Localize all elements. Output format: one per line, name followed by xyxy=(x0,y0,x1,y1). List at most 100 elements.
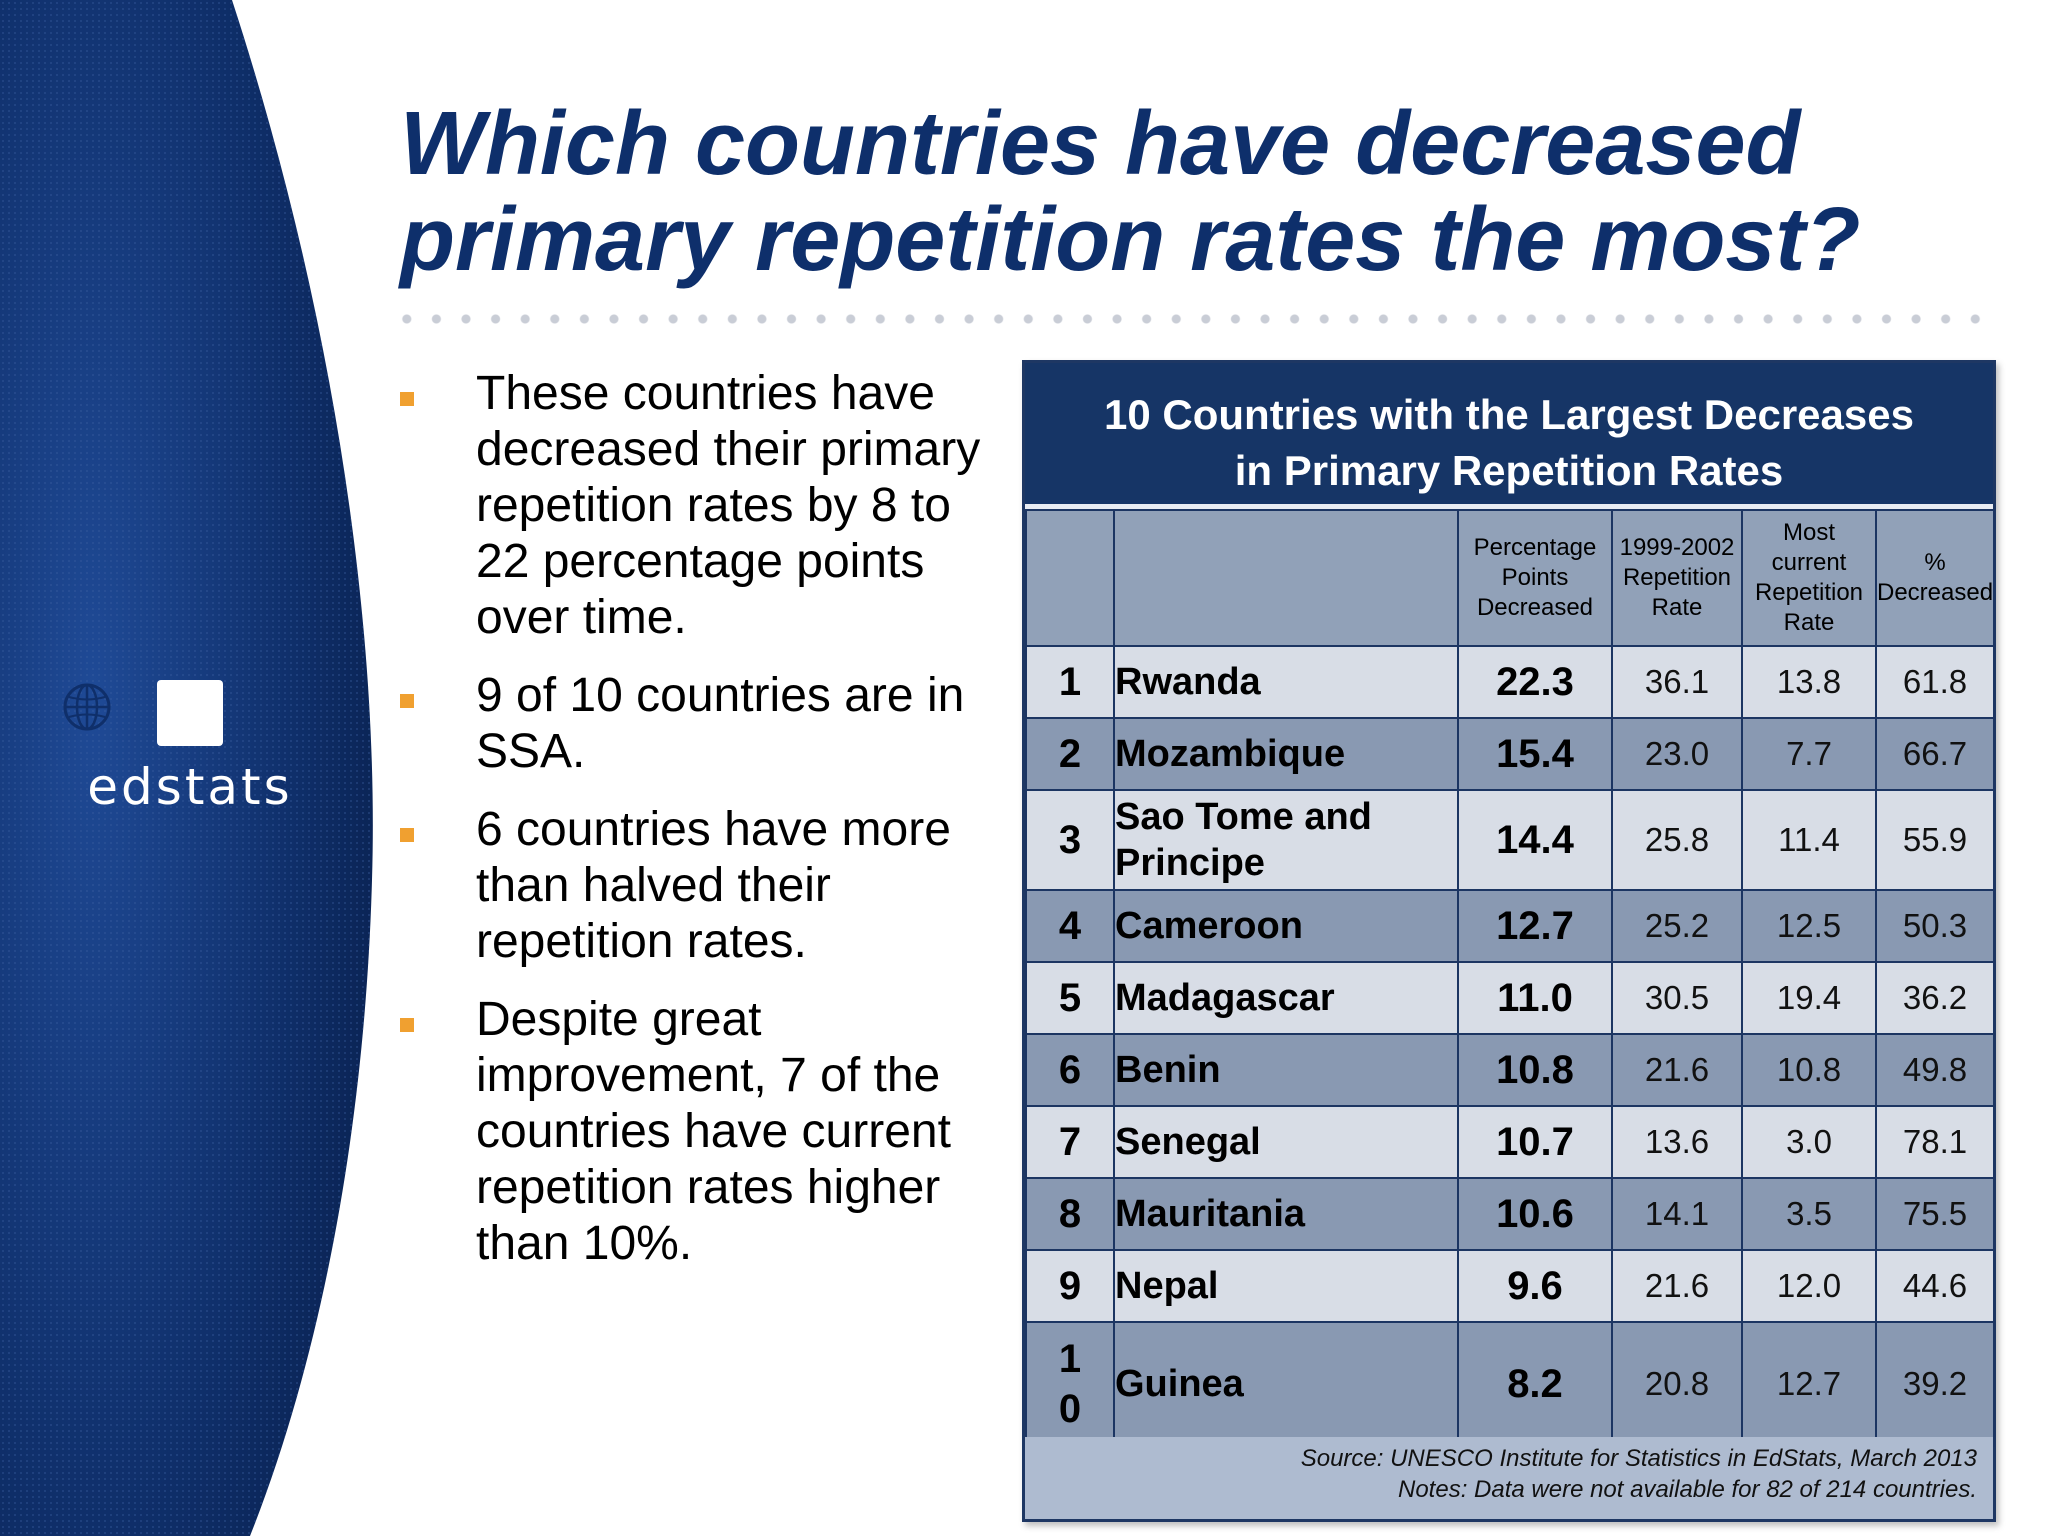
country-cell: Madagascar xyxy=(1113,961,1459,1035)
pct-decreased-cell: 49.8 xyxy=(1875,1033,1995,1107)
country-cell: Nepal xyxy=(1113,1249,1459,1323)
table-notes: Source: UNESCO Institute for Statistics … xyxy=(1025,1437,1993,1519)
rate-1999-cell: 25.2 xyxy=(1611,889,1743,963)
column-header-current-rate: Most current Repetition Rate xyxy=(1741,509,1877,647)
current-rate-cell: 3.5 xyxy=(1741,1177,1877,1251)
rank-cell: 7 xyxy=(1025,1105,1115,1179)
square-bullet-icon xyxy=(400,828,414,842)
title-line-2: primary repetition rates the most? xyxy=(400,190,1861,290)
rank-cell: 3 xyxy=(1025,789,1115,891)
country-cell: Mozambique xyxy=(1113,717,1459,791)
column-header-pp-decreased: Percentage Points Decreased xyxy=(1457,509,1613,647)
country-cell: Cameroon xyxy=(1113,889,1459,963)
table-body: 1 Rwanda 22.3 36.1 13.8 61.8 2 Mozambique 15.4 23… xyxy=(1025,645,1995,1447)
pct-decreased-cell: 39.2 xyxy=(1875,1321,1995,1447)
square-bullet-icon xyxy=(400,1018,414,1032)
current-rate-cell: 12.7 xyxy=(1741,1321,1877,1447)
table-title-line-2: in Primary Repetition Rates xyxy=(1234,447,1784,494)
pct-decreased-cell: 50.3 xyxy=(1875,889,1995,963)
logo-text: edstats xyxy=(87,758,293,816)
rate-1999-cell: 20.8 xyxy=(1611,1321,1743,1447)
bullet-text: 6 countries have more than halved their … xyxy=(476,803,951,968)
table-row: 10 Guinea 8.2 20.8 12.7 39.2 xyxy=(1025,1321,1995,1447)
column-header-rank xyxy=(1025,509,1115,647)
pct-decreased-cell: 55.9 xyxy=(1875,789,1995,891)
notes-text: Notes: Data were not available for 82 of… xyxy=(1398,1476,1977,1503)
current-rate-cell: 13.8 xyxy=(1741,645,1877,719)
rate-1999-cell: 14.1 xyxy=(1611,1177,1743,1251)
column-header-pct-decreased: % Decreased xyxy=(1875,509,1995,647)
current-rate-cell: 10.8 xyxy=(1741,1033,1877,1107)
pp-decreased-cell: 15.4 xyxy=(1457,717,1613,791)
rank-cell: 5 xyxy=(1025,961,1115,1035)
pp-decreased-cell: 11.0 xyxy=(1457,961,1613,1035)
table-row: 7 Senegal 10.7 13.6 3.0 78.1 xyxy=(1025,1105,1995,1179)
table-row: 9 Nepal 9.6 21.6 12.0 44.6 xyxy=(1025,1249,1995,1323)
bullet-item: These countries have decreased their pri… xyxy=(398,366,998,646)
rate-1999-cell: 21.6 xyxy=(1611,1033,1743,1107)
rank-cell: 4 xyxy=(1025,889,1115,963)
pp-decreased-cell: 10.6 xyxy=(1457,1177,1613,1251)
rate-1999-cell: 36.1 xyxy=(1611,645,1743,719)
bullet-item: Despite great improvement, 7 of the coun… xyxy=(398,992,998,1272)
bullet-item: 9 of 10 countries are in SSA. xyxy=(398,668,998,780)
dotted-divider xyxy=(392,312,1990,326)
repetition-table: 10 Countries with the Largest Decreases … xyxy=(1022,360,1996,1522)
current-rate-cell: 19.4 xyxy=(1741,961,1877,1035)
rank-cell: 6 xyxy=(1025,1033,1115,1107)
title-line-1: Which countries have decreased xyxy=(400,94,1801,194)
blue-arc-background xyxy=(0,0,373,1536)
table-row: 1 Rwanda 22.3 36.1 13.8 61.8 xyxy=(1025,645,1995,719)
country-cell: Benin xyxy=(1113,1033,1459,1107)
bullet-text: These countries have decreased their pri… xyxy=(476,367,981,644)
pct-decreased-cell: 78.1 xyxy=(1875,1105,1995,1179)
column-header-1999-rate: 1999-2002 Repetition Rate xyxy=(1611,509,1743,647)
rate-1999-cell: 13.6 xyxy=(1611,1105,1743,1179)
country-cell: Guinea xyxy=(1113,1321,1459,1447)
table-title: 10 Countries with the Largest Decreases … xyxy=(1025,363,1993,509)
pct-decreased-cell: 66.7 xyxy=(1875,717,1995,791)
table-row: 2 Mozambique 15.4 23.0 7.7 66.7 xyxy=(1025,717,1995,791)
rate-1999-cell: 30.5 xyxy=(1611,961,1743,1035)
column-header-country xyxy=(1113,509,1459,647)
table-row: 4 Cameroon 12.7 25.2 12.5 50.3 xyxy=(1025,889,1995,963)
current-rate-cell: 12.5 xyxy=(1741,889,1877,963)
country-cell: Senegal xyxy=(1113,1105,1459,1179)
table-row: 3 Sao Tome and Principe 14.4 25.8 11.4 55.9 xyxy=(1025,789,1995,891)
pct-decreased-cell: 36.2 xyxy=(1875,961,1995,1035)
pp-decreased-cell: 9.6 xyxy=(1457,1249,1613,1323)
country-cell: Sao Tome and Principe xyxy=(1113,789,1459,891)
current-rate-cell: 12.0 xyxy=(1741,1249,1877,1323)
pp-decreased-cell: 22.3 xyxy=(1457,645,1613,719)
table-header-row: Percentage Points Decreased 1999-2002 Re… xyxy=(1025,509,1995,647)
country-cell: Rwanda xyxy=(1113,645,1459,719)
pct-decreased-cell: 44.6 xyxy=(1875,1249,1995,1323)
current-rate-cell: 11.4 xyxy=(1741,789,1877,891)
rank-cell: 1 xyxy=(1025,645,1115,719)
table-row: 8 Mauritania 10.6 14.1 3.5 75.5 xyxy=(1025,1177,1995,1251)
pp-decreased-cell: 8.2 xyxy=(1457,1321,1613,1447)
pct-decreased-cell: 61.8 xyxy=(1875,645,1995,719)
country-cell: Mauritania xyxy=(1113,1177,1459,1251)
source-text: Source: UNESCO Institute for Statistics … xyxy=(1300,1445,1977,1472)
rate-1999-cell: 25.8 xyxy=(1611,789,1743,891)
current-rate-cell: 3.0 xyxy=(1741,1105,1877,1179)
rate-1999-cell: 21.6 xyxy=(1611,1249,1743,1323)
table-row: 5 Madagascar 11.0 30.5 19.4 36.2 xyxy=(1025,961,1995,1035)
square-bullet-icon xyxy=(400,392,414,406)
pp-decreased-cell: 14.4 xyxy=(1457,789,1613,891)
rank-cell: 9 xyxy=(1025,1249,1115,1323)
pp-decreased-cell: 10.8 xyxy=(1457,1033,1613,1107)
pct-decreased-cell: 75.5 xyxy=(1875,1177,1995,1251)
rank-cell: 8 xyxy=(1025,1177,1115,1251)
bullet-text: Despite great improvement, 7 of the coun… xyxy=(476,993,951,1270)
bullet-item: 6 countries have more than halved their … xyxy=(398,802,998,970)
globe-icon xyxy=(63,680,223,746)
rate-1999-cell: 23.0 xyxy=(1611,717,1743,791)
rank-cell: 10 xyxy=(1025,1321,1115,1447)
square-bullet-icon xyxy=(400,694,414,708)
table-row: 6 Benin 10.8 21.6 10.8 49.8 xyxy=(1025,1033,1995,1107)
table-title-line-1: 10 Countries with the Largest Decreases xyxy=(1104,391,1914,438)
rank-cell: 2 xyxy=(1025,717,1115,791)
pp-decreased-cell: 12.7 xyxy=(1457,889,1613,963)
